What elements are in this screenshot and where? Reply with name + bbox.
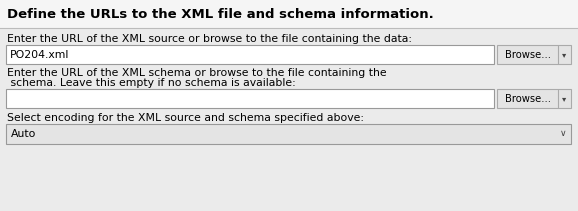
Text: Enter the URL of the XML schema or browse to the file containing the: Enter the URL of the XML schema or brows… xyxy=(7,68,387,78)
Bar xyxy=(6,45,494,64)
Bar xyxy=(6,124,571,144)
Text: ▾: ▾ xyxy=(562,94,566,103)
Text: Select encoding for the XML source and schema specified above:: Select encoding for the XML source and s… xyxy=(7,113,364,123)
Bar xyxy=(497,45,571,64)
Bar xyxy=(6,89,494,108)
Text: ∨: ∨ xyxy=(560,130,566,138)
Text: schema. Leave this empty if no schema is available:: schema. Leave this empty if no schema is… xyxy=(7,78,296,88)
Text: Auto: Auto xyxy=(11,129,36,139)
Text: PO204.xml: PO204.xml xyxy=(10,50,69,60)
Bar xyxy=(497,89,571,108)
Bar xyxy=(0,0,578,28)
Text: Browse...: Browse... xyxy=(505,50,550,60)
Text: Enter the URL of the XML source or browse to the file containing the data:: Enter the URL of the XML source or brows… xyxy=(7,34,412,44)
Text: Browse...: Browse... xyxy=(505,93,550,104)
Text: ▾: ▾ xyxy=(562,50,566,59)
Text: Define the URLs to the XML file and schema information.: Define the URLs to the XML file and sche… xyxy=(7,8,434,20)
